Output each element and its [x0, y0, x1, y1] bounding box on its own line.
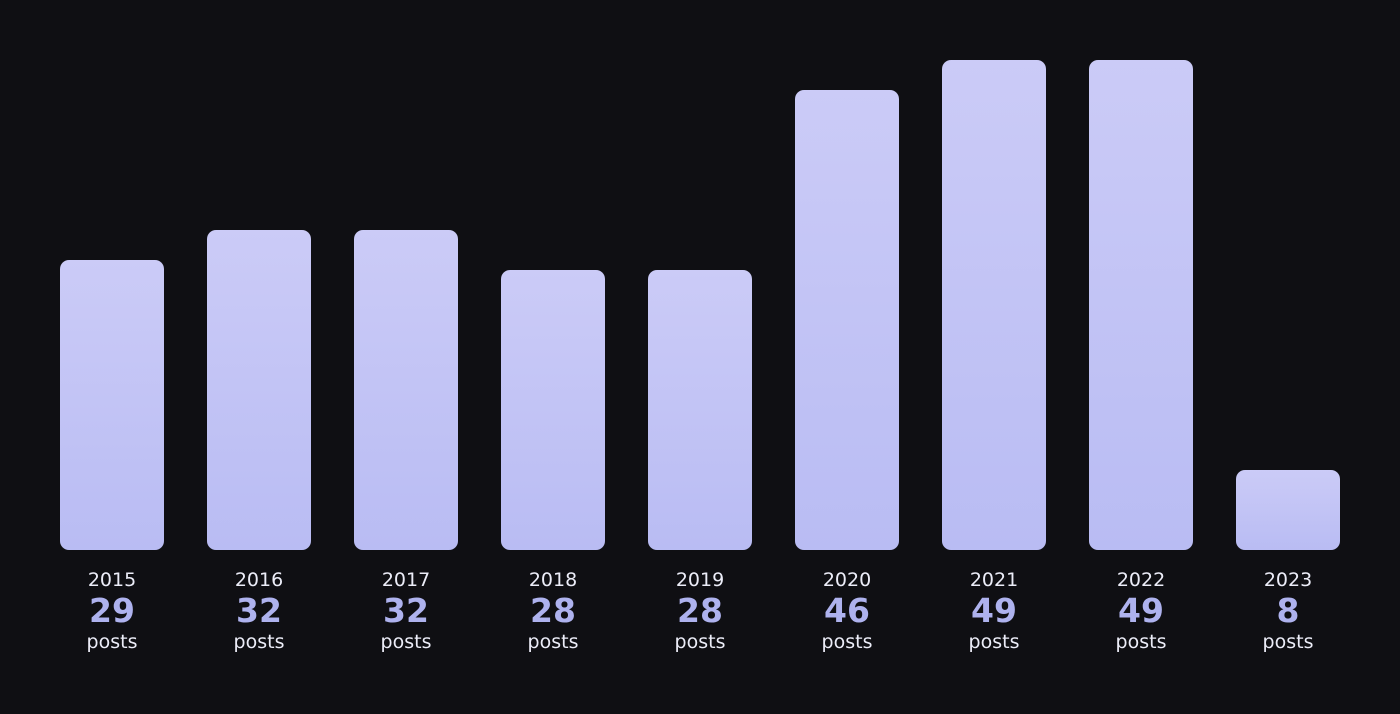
post-count-label: 49: [1118, 591, 1164, 630]
bar-2019: [648, 270, 752, 550]
post-count-label: 32: [236, 591, 282, 630]
posts-unit-label: posts: [233, 631, 285, 653]
bar-2021: [942, 60, 1046, 550]
post-count-label: 8: [1276, 591, 1300, 630]
year-label: 2019: [675, 569, 725, 591]
bar-2020: [795, 90, 899, 550]
bar-2018: [501, 270, 605, 550]
posts-unit-label: posts: [821, 631, 873, 653]
posts-unit-label: posts: [674, 631, 726, 653]
year-label: 2023: [1263, 569, 1313, 591]
bar-2022: [1089, 60, 1193, 550]
post-count-label: 28: [677, 591, 723, 630]
year-label: 2015: [87, 569, 137, 591]
year-label: 2016: [234, 569, 284, 591]
year-label: 2018: [528, 569, 578, 591]
bar-2016: [207, 230, 311, 550]
post-count-label: 29: [89, 591, 135, 630]
year-label: 2022: [1116, 569, 1166, 591]
posts-unit-label: posts: [1262, 631, 1314, 653]
posts-unit-label: posts: [968, 631, 1020, 653]
bar-2015: [60, 260, 164, 550]
posts-unit-label: posts: [380, 631, 432, 653]
post-count-label: 28: [530, 591, 576, 630]
bar-2017: [354, 230, 458, 550]
post-count-label: 32: [383, 591, 429, 630]
posts-unit-label: posts: [1115, 631, 1167, 653]
year-label: 2017: [381, 569, 431, 591]
post-count-label: 46: [824, 591, 870, 630]
posts-unit-label: posts: [86, 631, 138, 653]
year-label: 2021: [969, 569, 1019, 591]
year-label: 2020: [822, 569, 872, 591]
posts-unit-label: posts: [527, 631, 579, 653]
bar-2023: [1236, 470, 1340, 550]
post-count-label: 49: [971, 591, 1017, 630]
